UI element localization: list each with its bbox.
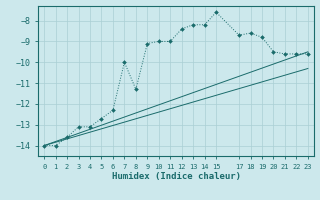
- X-axis label: Humidex (Indice chaleur): Humidex (Indice chaleur): [111, 172, 241, 181]
